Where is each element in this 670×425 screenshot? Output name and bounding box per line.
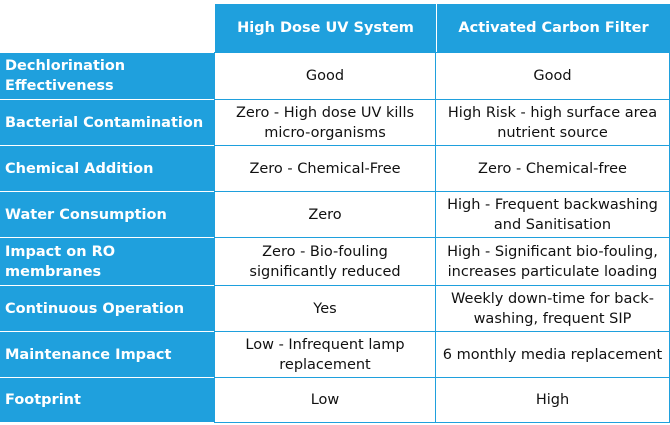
row-label-text: Maintenance Impact <box>5 346 172 363</box>
cell-carbon-maintenance: 6 monthly media replacement <box>436 332 670 378</box>
column-header-label: High Dose UV System <box>237 20 414 36</box>
cell-text: Zero - Chemical-free <box>478 160 627 177</box>
table-corner <box>0 4 214 52</box>
column-header-uv-system: High Dose UV System <box>214 4 436 52</box>
row-label-text: Continuous Operation <box>5 300 185 317</box>
cell-text: High - Frequent backwashing and Sanitisa… <box>447 196 658 233</box>
comparison-table: High Dose UV System Activated Carbon Fil… <box>0 4 670 425</box>
cell-text: 6 monthly media replacement <box>442 346 663 363</box>
cell-text: High - Significant bio-fouling, increase… <box>447 243 658 280</box>
row-label-dechlorination: Dechlorination Effectiveness <box>0 52 214 100</box>
cell-carbon-ro-membranes: High - Significant bio-fouling, increase… <box>436 238 670 286</box>
cell-text: Yes <box>313 300 337 317</box>
cell-carbon-continuous: Weekly down-time for back-washing, frequ… <box>436 286 670 332</box>
cell-uv-dechlorination: Good <box>214 52 436 100</box>
row-label-maintenance: Maintenance Impact <box>0 332 214 378</box>
row-label-bacterial: Bacterial Contamination <box>0 100 214 146</box>
row-label-text: Chemical Addition <box>5 160 154 177</box>
cell-uv-maintenance: Low - Infrequent lamp replacement <box>214 332 436 378</box>
cell-uv-water: Zero <box>214 192 436 238</box>
cell-uv-bacterial: Zero - High dose UV kills micro-organism… <box>214 100 436 146</box>
cell-carbon-dechlorination: Good <box>436 52 670 100</box>
cell-text: Zero - Bio-fouling significantly reduced <box>249 243 401 280</box>
column-header-carbon-filter: Activated Carbon Filter <box>436 4 670 52</box>
row-label-text: Impact on RO membranes <box>5 243 116 280</box>
row-label-text: Water Consumption <box>5 206 167 223</box>
cell-uv-ro-membranes: Zero - Bio-fouling significantly reduced <box>214 238 436 286</box>
cell-text: Good <box>305 68 345 84</box>
cell-uv-chemical: Zero - Chemical-Free <box>214 146 436 192</box>
cell-text: Zero <box>308 206 342 223</box>
cell-uv-footprint: Low <box>214 378 436 423</box>
cell-text: High Risk - high surface area nutrient s… <box>447 104 658 141</box>
cell-text: Weekly down-time for back-washing, frequ… <box>451 290 654 327</box>
cell-text: Zero - Chemical-Free <box>249 160 401 177</box>
cell-text: Low <box>310 392 340 408</box>
cell-text: High <box>535 392 570 408</box>
cell-text: Low - Infrequent lamp replacement <box>245 336 405 373</box>
cell-carbon-footprint: High <box>436 378 670 423</box>
cell-carbon-water: High - Frequent backwashing and Sanitisa… <box>436 192 670 238</box>
row-label-text: Bacterial Contamination <box>5 114 204 131</box>
row-label-text: Footprint <box>5 392 81 408</box>
cell-carbon-bacterial: High Risk - high surface area nutrient s… <box>436 100 670 146</box>
row-label-ro-membranes: Impact on RO membranes <box>0 238 214 286</box>
cell-uv-continuous: Yes <box>214 286 436 332</box>
row-label-water: Water Consumption <box>0 192 214 238</box>
row-label-text: Dechlorination Effectiveness <box>5 58 126 94</box>
cell-carbon-chemical: Zero - Chemical-free <box>436 146 670 192</box>
row-label-chemical: Chemical Addition <box>0 146 214 192</box>
cell-text: Good <box>533 68 572 84</box>
cell-text: Zero - High dose UV kills micro-organism… <box>235 104 415 141</box>
row-label-continuous: Continuous Operation <box>0 286 214 332</box>
row-label-footprint: Footprint <box>0 378 214 423</box>
column-header-label: Activated Carbon Filter <box>458 20 649 36</box>
